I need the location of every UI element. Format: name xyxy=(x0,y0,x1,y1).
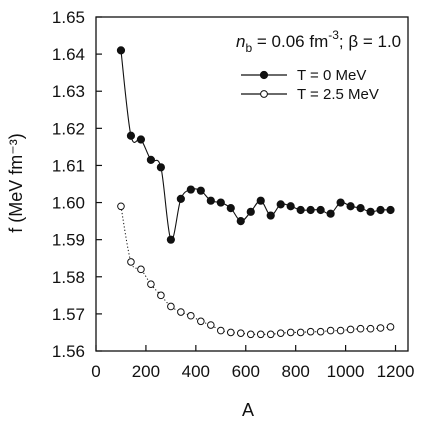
series-0-point-3 xyxy=(146,155,156,164)
x-tick-label-5: 1000 xyxy=(327,362,365,381)
y-tick-label-3: 1.59 xyxy=(52,231,85,250)
series-0-point-27 xyxy=(386,205,395,215)
annotation-subscript: b xyxy=(245,41,252,55)
plot-frame xyxy=(95,16,409,352)
series-0-point-16 xyxy=(276,200,285,209)
series-1-point-22 xyxy=(336,326,345,335)
x-tick-label-0: 0 xyxy=(91,362,100,381)
y-tick-label-0: 1.56 xyxy=(52,342,85,361)
y-axis-title: f (MeV fm⁻³) xyxy=(6,133,26,233)
x-tick-label-3: 600 xyxy=(232,362,260,381)
x-tick-label-6: 1200 xyxy=(377,362,415,381)
series-1-point-26 xyxy=(376,324,385,332)
series-0-point-21 xyxy=(326,209,335,218)
series-0-point-19 xyxy=(306,205,315,215)
series-0-point-15 xyxy=(266,211,275,220)
series-1-point-2 xyxy=(137,265,145,274)
legend-marker-t25 xyxy=(260,90,268,98)
series-0-point-5 xyxy=(166,235,175,244)
series-0-point-18 xyxy=(296,205,305,215)
series-1-point-16 xyxy=(276,329,285,337)
x-tick-label-2: 400 xyxy=(182,362,210,381)
series-1-point-23 xyxy=(346,325,355,334)
legend: T = 0 MeV T = 2.5 MeV xyxy=(241,67,379,103)
y-tick-label-7: 1.63 xyxy=(52,82,85,101)
annotation-superscript: -3 xyxy=(328,28,339,42)
annotation-equals: = 0.06 fm xyxy=(252,32,328,51)
series-0-point-8 xyxy=(196,186,205,195)
series-0-point-7 xyxy=(186,185,195,194)
y-tick-label-9: 1.65 xyxy=(52,8,85,27)
series-1-point-6 xyxy=(177,308,185,316)
series-1-point-14 xyxy=(256,330,265,339)
series-0-line xyxy=(120,50,391,241)
legend-label-t25: T = 2.5 MeV xyxy=(297,86,379,103)
y-tick-label-6: 1.62 xyxy=(52,119,85,138)
series-1-point-21 xyxy=(326,326,335,335)
series-1 xyxy=(117,202,395,339)
conditions-annotation: nb = 0.06 fm-3; β = 1.0 xyxy=(236,28,401,55)
series-0-point-25 xyxy=(366,207,375,216)
series-0-point-26 xyxy=(376,205,385,215)
series-1-point-11 xyxy=(226,328,235,337)
series-0-point-14 xyxy=(256,196,265,205)
x-tick-label-1: 200 xyxy=(132,362,160,381)
series-0-point-1 xyxy=(126,131,136,140)
series-0-point-13 xyxy=(246,207,255,216)
series-1-point-0 xyxy=(117,202,125,211)
series-1-point-15 xyxy=(266,330,275,339)
series-0-point-24 xyxy=(356,204,365,213)
series-1-point-24 xyxy=(356,324,365,333)
series-1-point-12 xyxy=(236,329,245,337)
legend-marker-t0 xyxy=(259,70,269,80)
series-0-point-6 xyxy=(176,194,185,203)
series-1-point-8 xyxy=(197,317,205,326)
series-1-point-1 xyxy=(127,258,135,266)
series-0-point-17 xyxy=(286,202,295,211)
series-1-point-10 xyxy=(217,326,225,335)
series-1-point-7 xyxy=(187,311,195,320)
y-tick-label-8: 1.64 xyxy=(52,45,85,64)
series-1-point-18 xyxy=(296,328,305,337)
annotation-prefix: n xyxy=(236,32,245,51)
series-0-point-12 xyxy=(236,217,245,226)
series-0-point-4 xyxy=(156,163,165,172)
y-tick-label-4: 1.60 xyxy=(52,194,85,213)
series-1-point-17 xyxy=(286,328,295,337)
series-1-point-20 xyxy=(316,327,325,336)
x-axis-title: A xyxy=(242,400,254,420)
series-0 xyxy=(116,46,395,244)
series-0-point-20 xyxy=(316,205,325,215)
series-1-point-25 xyxy=(366,324,375,333)
series-0-point-2 xyxy=(136,135,146,144)
series-1-point-4 xyxy=(157,291,165,300)
y-tick-label-1: 1.57 xyxy=(52,305,85,324)
series-0-point-9 xyxy=(206,196,215,205)
series-0-point-0 xyxy=(116,46,126,55)
axes: 0 200 400 600 800 1000 1200 1.56 1.57 1.58 1.59 1.6… xyxy=(52,8,415,381)
legend-label-t0: T = 0 MeV xyxy=(297,67,366,84)
series-0-point-10 xyxy=(216,198,225,207)
series-0-point-22 xyxy=(336,198,345,207)
series-1-point-27 xyxy=(386,323,395,331)
annotation-rest: ; β = 1.0 xyxy=(339,32,401,51)
series-0-point-23 xyxy=(346,202,355,211)
series-1-line xyxy=(120,206,391,335)
x-tick-label-4: 800 xyxy=(281,362,309,381)
series-layer xyxy=(116,46,395,339)
series-1-point-19 xyxy=(306,327,315,336)
y-tick-label-5: 1.61 xyxy=(52,156,85,175)
series-1-point-3 xyxy=(147,280,155,289)
series-1-point-13 xyxy=(246,330,255,339)
series-1-point-5 xyxy=(167,302,175,311)
y-tick-label-2: 1.58 xyxy=(52,268,85,287)
series-1-point-9 xyxy=(207,321,215,329)
series-0-point-11 xyxy=(226,204,235,213)
